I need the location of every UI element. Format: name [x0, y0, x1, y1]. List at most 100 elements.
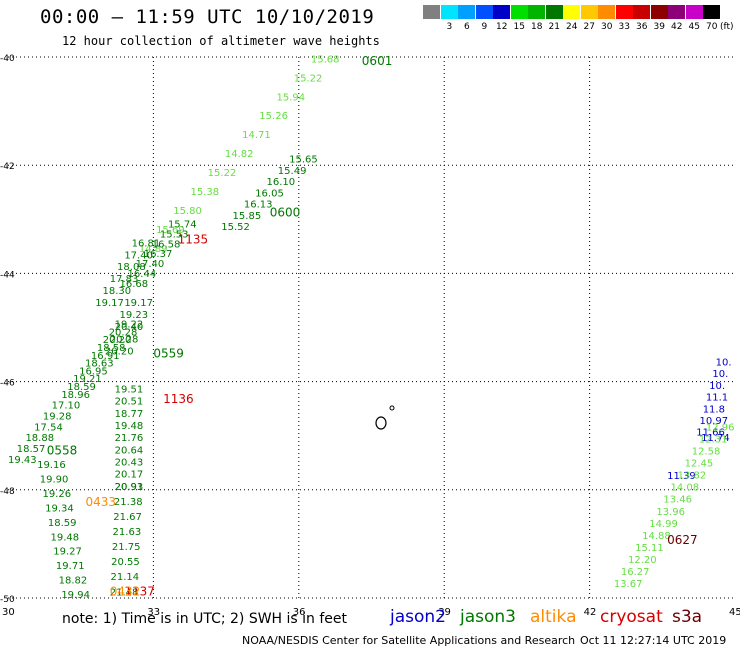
legend-tick-label: 12 [496, 22, 508, 32]
lat-tick-label: -46 [0, 379, 15, 389]
satellite-label: cryosat [600, 607, 663, 627]
wave-height-value: 13.46 [663, 495, 692, 506]
wave-height-value: 14.82 [225, 149, 254, 160]
wave-height-value: 20.40 [115, 322, 144, 333]
wave-height-value: 15.11 [635, 543, 664, 554]
wave-height-value: 13.67 [614, 579, 643, 590]
pass-time-label: 0558 [47, 444, 78, 458]
wave-height-value: 18.30 [103, 286, 132, 297]
wave-height-value: 21.75 [112, 542, 141, 553]
legend-swatch [545, 5, 563, 19]
wave-height-value: 13.82 [678, 471, 707, 482]
wave-height-value: 18.57 [17, 444, 46, 455]
wave-height-value: 10. [712, 369, 728, 380]
pass-time-label: 0627 [667, 533, 698, 547]
wave-height-value: 18.59 [48, 518, 77, 529]
satellite-label: s3a [672, 607, 703, 627]
wave-height-value: 21.67 [113, 512, 142, 523]
wave-height-value: 13.96 [656, 507, 685, 518]
legend-swatch [475, 5, 493, 19]
wave-height-value: 19.28 [43, 411, 72, 422]
wave-height-value: 11.66 [696, 428, 725, 439]
wave-height-value: 17.54 [34, 422, 63, 433]
lon-tick-label: 42 [584, 607, 597, 618]
wave-height-value: 12.20 [628, 555, 657, 566]
legend-tick-label: 42 [671, 22, 683, 32]
wave-height-value: 17.40 [136, 259, 165, 270]
legend-tick-label: 24 [566, 22, 578, 32]
map-title: 00:00 – 11:59 UTC 10/10/2019 [40, 6, 375, 28]
lon-tick-label: 39 [438, 607, 451, 618]
wave-height-value: 19.34 [45, 503, 74, 514]
wave-height-value: 21.63 [113, 527, 142, 538]
legend-tick-label: 6 [464, 22, 470, 32]
legend-tick-label: 21 [548, 22, 560, 32]
wave-height-value: 16.13 [244, 200, 273, 211]
wave-height-value: 20.51 [115, 397, 144, 408]
wave-height-value: 12.96 [706, 422, 735, 433]
legend-swatch [633, 5, 650, 19]
wave-height-value: 10.97 [699, 416, 728, 427]
wave-height-value: 21.38 [114, 497, 143, 508]
wave-height-value: 21.48 [110, 587, 139, 598]
legend-swatch [440, 5, 458, 19]
wave-height-value: 20.20 [103, 335, 132, 346]
wave-height-value: 11.1 [706, 393, 728, 404]
wave-height-value: 16.58 [152, 239, 181, 250]
wave-height-value: 15.94 [277, 92, 306, 103]
pass-time-label: 1136 [163, 392, 194, 406]
wave-height-value: 18.88 [25, 433, 54, 444]
wave-height-value: 19.27 [53, 547, 82, 558]
wave-height-value: 19.48 [115, 421, 144, 432]
wave-height-value: 18.58 [97, 343, 126, 354]
timestamp: Oct 11 12:27:14 UTC 2019 [580, 634, 727, 647]
wave-height-value: 15.52 [221, 222, 250, 233]
island-outline [389, 405, 395, 411]
wave-height-value: 10. [709, 381, 725, 392]
wave-height-value: 20.93 [115, 482, 144, 493]
wave-height-value: 14.08 [671, 483, 700, 494]
legend-swatch [563, 5, 580, 19]
wave-height-value: 16.05 [255, 188, 284, 199]
wave-height-value: 19.17 [124, 298, 153, 309]
wave-height-value: 19.26 [42, 489, 71, 500]
wave-height-value: 19.48 [51, 532, 80, 543]
map-subtitle: 12 hour collection of altimeter wave hei… [62, 34, 380, 48]
wave-height-value: 19.90 [40, 475, 69, 486]
lat-tick-label: -44 [0, 270, 15, 280]
legend-tick-label: 45 [688, 22, 700, 32]
legend-swatch [510, 5, 528, 19]
legend-swatch [458, 5, 475, 19]
wave-height-value: 16.68 [119, 279, 148, 290]
wave-height-value: 16.81 [132, 238, 161, 249]
pass-time-label: 0432 [110, 584, 141, 598]
wave-height-value: 15.74 [168, 219, 197, 230]
wave-height-value: 18.59 [67, 382, 96, 393]
legend-swatch [685, 5, 703, 19]
legend-swatch [650, 5, 668, 19]
wave-height-value: 21.14 [110, 572, 139, 583]
wave-height-value: 20.28 [109, 327, 138, 338]
wave-height-value: 15.26 [259, 111, 288, 122]
wave-height-value: 19.17 [95, 298, 124, 309]
satellite-label: jason3 [460, 607, 516, 627]
legend-tick-label: 9 [481, 22, 488, 32]
wave-height-value: 14.71 [242, 130, 271, 141]
pass-time-label: 0601 [362, 54, 393, 68]
legend-tick-label: 33 [618, 22, 630, 32]
wave-height-value: 16.10 [266, 177, 295, 188]
lat-tick-label: -42 [0, 162, 15, 172]
wave-height-value: 19.23 [119, 310, 148, 321]
wave-height-value: 14.99 [649, 519, 678, 530]
wave-height-value: 20.43 [115, 457, 144, 468]
wave-height-value: 15.80 [173, 206, 202, 217]
wave-height-value: 15.22 [208, 168, 237, 179]
legend-swatch [423, 5, 440, 19]
wave-height-value: 15.53 [160, 229, 189, 240]
legend-swatch [493, 5, 510, 19]
wave-height-value: 11.39 [667, 471, 696, 482]
wave-height-value: 18.08 [117, 262, 146, 273]
wave-height-value: 15.49 [278, 166, 307, 177]
wave-height-value: 18.77 [115, 409, 144, 420]
